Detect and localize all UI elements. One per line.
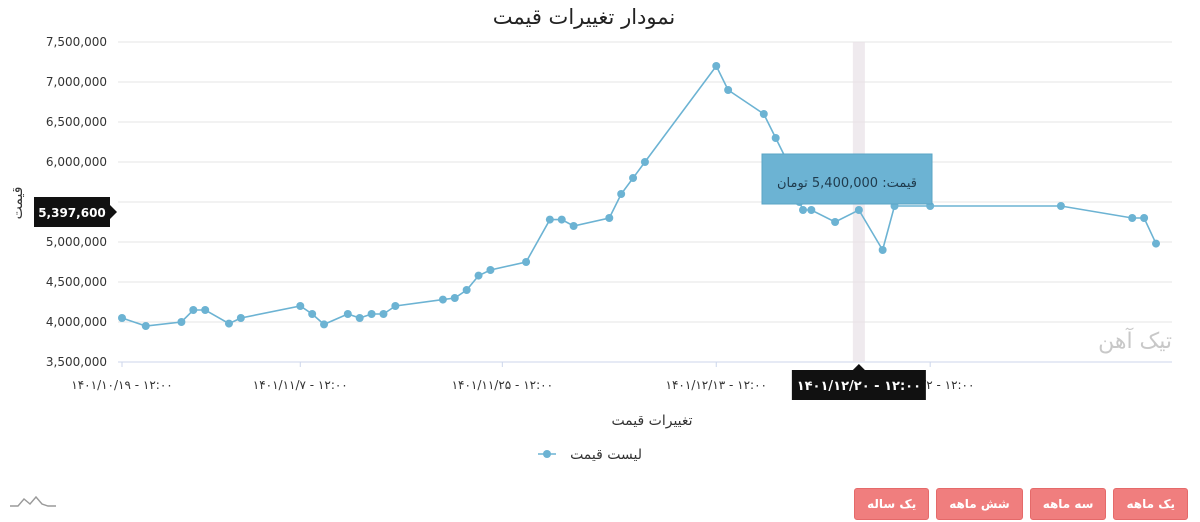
x-tick-label: ۱۴۰۱/۱۱/۲۵ - ۱۲:۰۰ — [452, 378, 553, 392]
x-tick-label: ۱۴۰۱/۱۱/۷ - ۱۲:۰۰ — [253, 378, 348, 392]
legend[interactable]: لیست قیمت — [538, 447, 642, 463]
price-chart: نمودار تغییرات قیمت 7,500,000 7,000,000 6,… — [10, 5, 1172, 463]
data-point[interactable] — [605, 214, 614, 222]
x-tick-label: ۱۴۰۱/۱۰/۱۹ - ۱۲:۰۰ — [71, 378, 172, 392]
y-tick-label: 7,000,000 — [46, 75, 107, 89]
crosshair-y-readout: 5,397,600 — [34, 197, 117, 227]
data-point[interactable] — [831, 218, 840, 226]
data-point[interactable] — [355, 314, 364, 322]
legend-item-label: لیست قیمت — [570, 447, 642, 463]
x-axis-title: تغییرات قیمت — [611, 413, 692, 429]
y-tick-label: 4,500,000 — [46, 275, 107, 289]
data-point[interactable] — [462, 286, 471, 294]
chart-logo-icon — [10, 495, 56, 507]
crosshair-x-value: ۱۴۰۱/۱۲/۲۰ - ۱۲:۰۰ — [797, 379, 921, 394]
y-axis-title: قیمت — [10, 187, 26, 220]
data-point[interactable] — [522, 258, 531, 266]
data-point[interactable] — [379, 310, 388, 318]
y-tick-label: 6,000,000 — [46, 155, 107, 169]
data-point[interactable] — [545, 215, 554, 224]
data-point[interactable] — [391, 302, 400, 310]
data-point[interactable] — [640, 158, 649, 166]
data-point[interactable] — [177, 318, 186, 326]
data-point[interactable] — [1140, 214, 1149, 222]
series-line — [121, 64, 1157, 327]
data-point[interactable] — [759, 110, 768, 118]
data-point[interactable] — [320, 320, 329, 329]
range-button-group: یک ماهه سه ماهه شش ماهه یک ساله — [854, 488, 1188, 520]
y-tick-label: 4,000,000 — [46, 315, 107, 329]
data-point[interactable] — [308, 310, 317, 318]
watermark-text: تیک آهن — [1098, 327, 1172, 354]
y-tick-label: 3,500,000 — [46, 355, 107, 369]
range-one-year-button[interactable]: یک ساله — [854, 488, 930, 520]
data-point[interactable] — [569, 222, 578, 230]
data-point[interactable] — [557, 215, 566, 224]
data-point[interactable] — [450, 294, 459, 302]
data-point[interactable] — [189, 306, 198, 314]
data-point[interactable] — [236, 314, 245, 322]
data-point[interactable] — [629, 174, 638, 182]
data-point[interactable] — [486, 266, 495, 274]
data-point[interactable] — [141, 322, 150, 330]
data-point[interactable] — [438, 295, 447, 304]
data-point[interactable] — [712, 62, 721, 70]
data-point[interactable] — [799, 206, 808, 214]
range-six-month-button[interactable]: شش ماهه — [936, 488, 1023, 520]
data-point[interactable] — [1056, 202, 1065, 210]
y-tick-label: 5,000,000 — [46, 235, 107, 249]
tooltip: قیمت: 5,400,000 تومان — [761, 153, 933, 205]
data-point[interactable] — [1152, 239, 1160, 248]
data-point[interactable] — [617, 190, 626, 198]
data-point[interactable] — [367, 310, 376, 318]
x-tick-label: ۱۴۰۱/۱۲/۱۳ - ۱۲:۰۰ — [666, 378, 767, 392]
data-point[interactable] — [118, 314, 126, 322]
data-point[interactable] — [854, 206, 863, 214]
tooltip-text: قیمت: 5,400,000 تومان — [777, 176, 917, 191]
range-one-month-button[interactable]: یک ماهه — [1113, 488, 1188, 520]
data-point[interactable] — [296, 302, 305, 310]
data-point[interactable] — [878, 246, 887, 254]
y-tick-label: 6,500,000 — [46, 115, 107, 129]
grid-lines — [118, 41, 1172, 363]
data-point[interactable] — [201, 306, 210, 314]
crosshair-x-readout: ۱۴۰۱/۱۲/۲۰ - ۱۲:۰۰ — [791, 364, 926, 400]
data-point[interactable] — [224, 319, 233, 328]
y-tick-label: 7,500,000 — [46, 35, 107, 49]
series-points[interactable] — [118, 62, 1160, 330]
data-point[interactable] — [343, 310, 352, 318]
data-point[interactable] — [807, 206, 816, 214]
crosshair-y-value: 5,397,600 — [38, 206, 106, 220]
chart-title: نمودار تغییرات قیمت — [493, 5, 676, 29]
data-point[interactable] — [724, 86, 733, 94]
data-point[interactable] — [1128, 214, 1137, 222]
range-three-month-button[interactable]: سه ماهه — [1029, 488, 1107, 520]
data-point[interactable] — [771, 134, 780, 142]
data-point[interactable] — [474, 271, 483, 280]
